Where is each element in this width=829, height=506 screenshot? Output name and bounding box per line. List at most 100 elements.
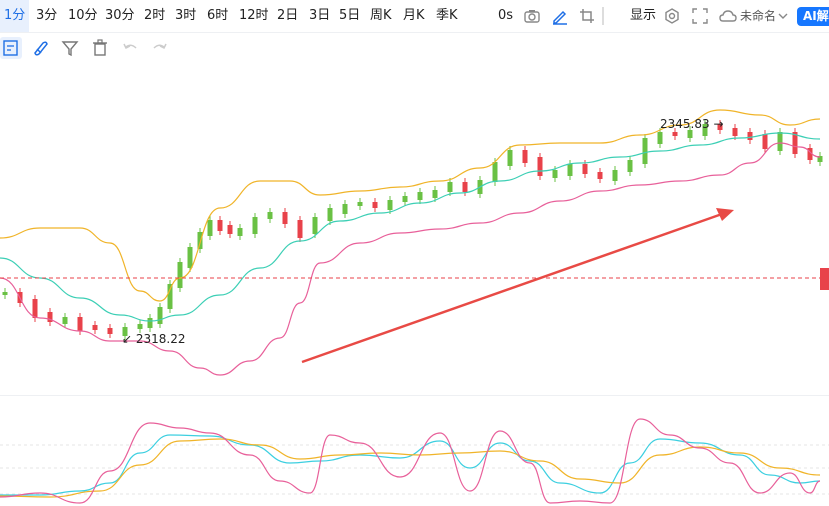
pane-separator: [0, 395, 829, 396]
candle-body: [612, 170, 618, 181]
candle-body: [372, 202, 378, 208]
candle-body: [217, 220, 223, 231]
candle-body: [207, 220, 213, 236]
candle-body: [642, 138, 648, 164]
trend-arrow-line: [301, 212, 723, 364]
redo-icon[interactable]: [149, 37, 171, 59]
candle-body: [567, 164, 573, 176]
candle-body: [122, 327, 128, 336]
candle-body: [267, 212, 273, 219]
candle-body: [522, 150, 528, 163]
cloud-icon[interactable]: [718, 6, 738, 26]
period-2d[interactable]: 2日: [277, 8, 299, 23]
drawing-toolbar: [0, 33, 829, 63]
candle-body: [157, 307, 163, 324]
candle-body: [657, 132, 663, 144]
divider: [602, 7, 604, 25]
undo-icon[interactable]: [119, 37, 141, 59]
candle-body: [687, 130, 693, 138]
magnet-icon[interactable]: [29, 37, 51, 59]
candle-body: [237, 228, 243, 236]
display-menu[interactable]: 显示: [630, 8, 657, 23]
candle-body: [432, 190, 438, 198]
candle-body: [312, 217, 318, 234]
candle-body: [387, 200, 393, 210]
candle-body: [282, 212, 288, 224]
candle-body: [2, 292, 8, 295]
candle-body: [582, 164, 588, 174]
high-price-annotation: 2345.83 →: [660, 117, 724, 131]
candle-body: [167, 284, 173, 309]
candle-body: [187, 247, 193, 268]
candle-body: [672, 132, 678, 136]
candlestick-series: [2, 120, 823, 340]
candle-body: [297, 220, 303, 238]
candle-body: [327, 208, 333, 221]
boll-upper-line: [0, 109, 821, 302]
candle-body: [402, 196, 408, 202]
note-icon[interactable]: [0, 37, 22, 59]
candle-body: [227, 225, 233, 234]
candle-body: [342, 204, 348, 214]
low-price-value: 2318.22: [135, 332, 186, 346]
period-week[interactable]: 周K: [370, 8, 392, 23]
camera-icon[interactable]: [522, 6, 542, 26]
pen-icon[interactable]: [550, 6, 570, 26]
chevron-down-icon[interactable]: [777, 6, 789, 26]
kdj-k-line: [0, 434, 821, 496]
candle-body: [147, 318, 153, 328]
candle-body: [62, 317, 68, 324]
candle-body: [552, 170, 558, 178]
period-3min[interactable]: 3分: [36, 8, 58, 23]
period-3h[interactable]: 3时: [175, 8, 197, 23]
filter-icon[interactable]: [59, 37, 81, 59]
period-12h[interactable]: 12时: [239, 8, 269, 23]
ai-button[interactable]: AI解: [797, 7, 829, 26]
candle-body: [32, 299, 38, 318]
countdown: 0s: [498, 8, 514, 23]
high-price-value: 2345.83: [660, 117, 710, 131]
period-10min[interactable]: 10分: [68, 8, 98, 23]
delete-icon[interactable]: [89, 37, 111, 59]
period-2h[interactable]: 2时: [144, 8, 166, 23]
candle-body: [537, 157, 543, 176]
candle-body: [807, 148, 813, 160]
candle-body: [627, 160, 633, 172]
period-month[interactable]: 月K: [403, 8, 425, 23]
candle-body: [792, 132, 798, 154]
boll-mid-line: [0, 132, 821, 322]
candle-body: [92, 325, 98, 330]
period-30min[interactable]: 30分: [105, 8, 135, 23]
price-chart[interactable]: [0, 63, 829, 506]
candle-body: [597, 172, 603, 179]
candle-body: [47, 312, 53, 322]
period-6h[interactable]: 6时: [207, 8, 229, 23]
candle-body: [462, 182, 468, 192]
trend-arrow: [301, 208, 734, 364]
period-quarter[interactable]: 季K: [436, 8, 458, 23]
crop-icon[interactable]: [577, 6, 597, 26]
candle-body: [507, 150, 513, 166]
candle-body: [777, 132, 783, 151]
candle-body: [137, 324, 143, 329]
fullscreen-icon[interactable]: [690, 6, 710, 26]
candle-body: [732, 128, 738, 136]
period-1min[interactable]: 1分: [0, 0, 30, 32]
candle-body: [447, 182, 453, 192]
layout-name[interactable]: 未命名: [740, 9, 777, 23]
low-price-annotation: ↙ 2318.22: [122, 332, 186, 346]
period-3d[interactable]: 3日: [309, 8, 331, 23]
period-toolbar: 1分 3分 10分 30分 2时 3时 6时 12时 2日 3日 5日 周K 月…: [0, 0, 829, 33]
candle-body: [417, 192, 423, 200]
settings-icon[interactable]: [662, 6, 682, 26]
candle-body: [747, 132, 753, 140]
candle-body: [252, 217, 258, 234]
period-5d[interactable]: 5日: [339, 8, 361, 23]
candle-body: [492, 162, 498, 182]
kdj-j-line: [0, 418, 821, 504]
candle-body: [357, 202, 363, 206]
price-axis-marker: [820, 268, 829, 290]
candle-body: [762, 134, 768, 149]
candle-body: [817, 156, 823, 162]
candle-body: [717, 124, 723, 130]
